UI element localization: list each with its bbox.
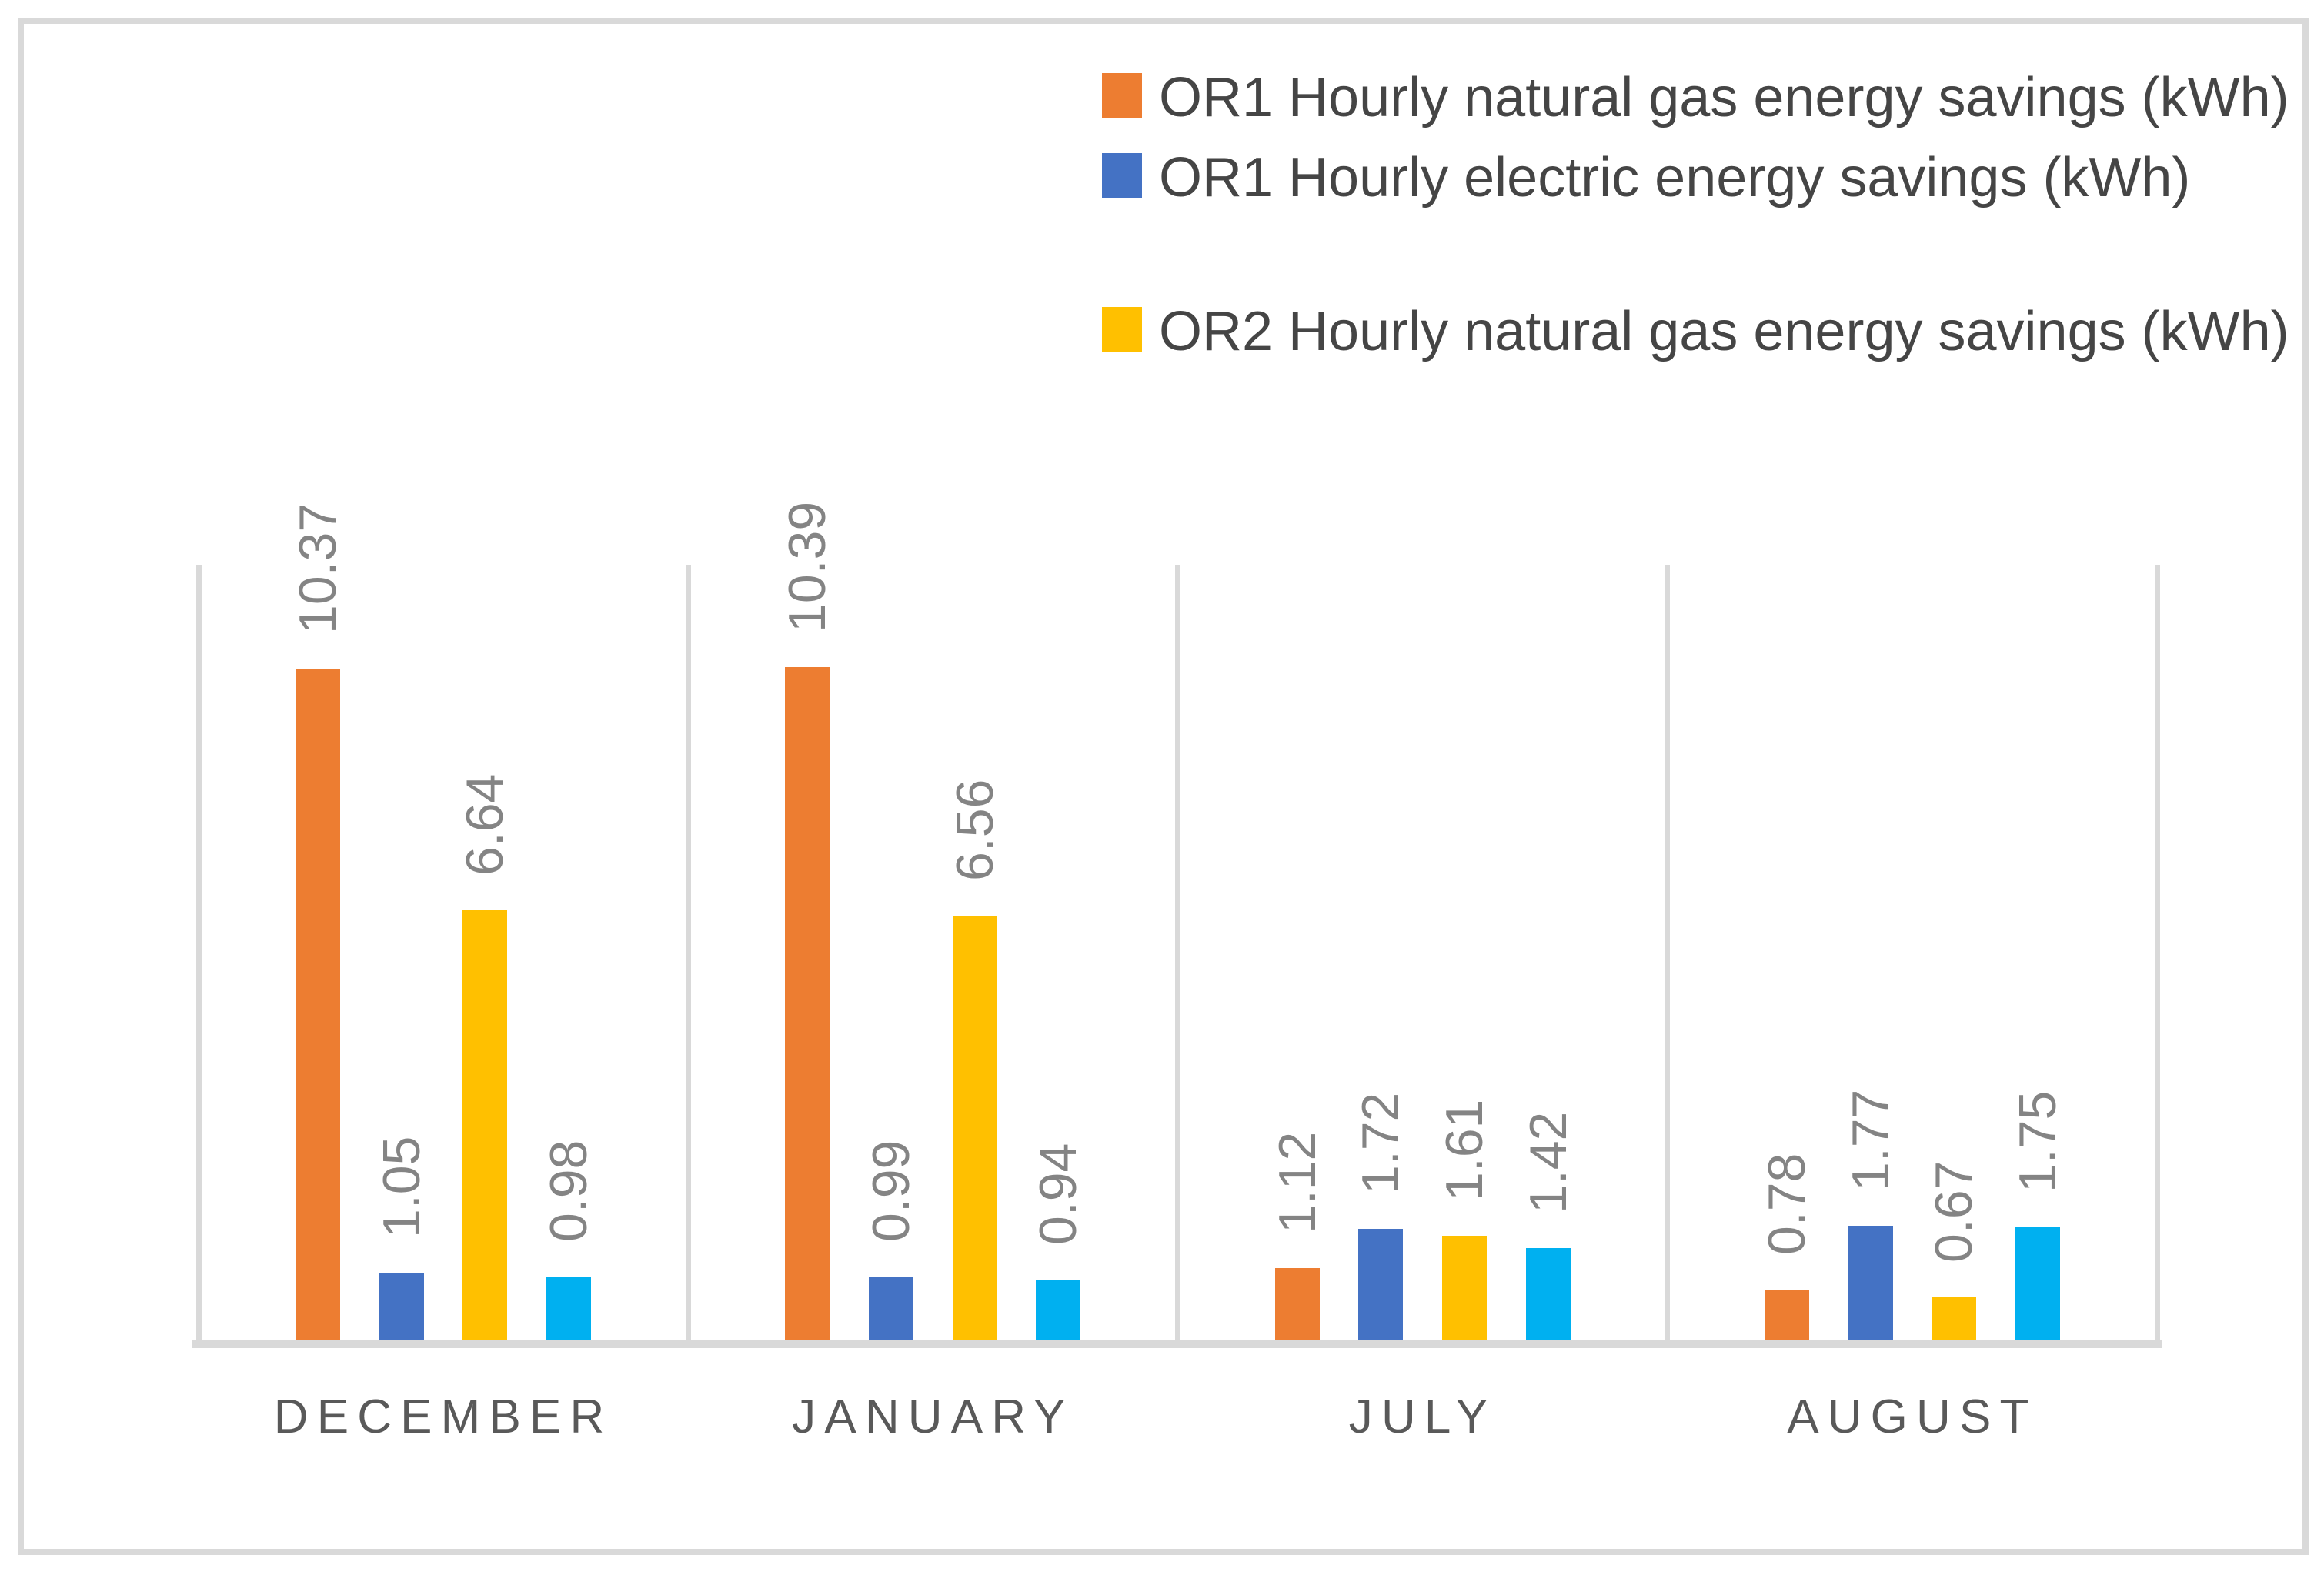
bar-august-series1 xyxy=(1764,1290,1809,1340)
bar-value-label: 1.42 xyxy=(1518,1111,1578,1213)
legend-item-2: OR1 Hourly electric energy savings (kWh) xyxy=(1102,138,2307,218)
bar-value-label: 1.72 xyxy=(1351,1092,1411,1194)
bar-value-label: 1.12 xyxy=(1267,1131,1327,1233)
bar-january-series4 xyxy=(1036,1280,1081,1340)
bar-value-label: 0.98 xyxy=(539,1140,599,1242)
x-axis-label-august: AUGUST xyxy=(1787,1390,2038,1444)
legend-item-1: OR1 Hourly natural gas energy savings (k… xyxy=(1102,58,2307,138)
legend-item-label: OR1 Hourly electric energy savings (kWh) xyxy=(1159,147,2191,209)
bar-value-label: 10.37 xyxy=(289,502,348,634)
chart-border xyxy=(18,18,2309,1555)
legend-item-3: OR2 Hourly natural gas energy savings (k… xyxy=(1102,292,2307,372)
bar-january-series2 xyxy=(869,1277,914,1340)
x-axis-label-july: JULY xyxy=(1348,1390,1497,1444)
bar-value-label: 10.39 xyxy=(778,501,837,632)
legend-swatch-icon xyxy=(1102,307,1142,352)
x-axis-label-december: DECEMBER xyxy=(273,1390,613,1444)
legend: OR1 Hourly natural gas energy savings (k… xyxy=(1102,58,2307,372)
bar-value-label: 6.56 xyxy=(945,779,1004,881)
bar-july-series1 xyxy=(1274,1268,1320,1340)
category-separator-gridline xyxy=(1175,565,1180,1340)
category-separator-gridline xyxy=(685,565,691,1340)
legend-item-label: OR2 Hourly natural gas energy savings (k… xyxy=(1159,301,2289,362)
bar-january-series3 xyxy=(952,916,997,1340)
legend-swatch-icon xyxy=(1102,73,1142,118)
x-axis-label-january: JANUARY xyxy=(792,1390,1074,1444)
category-separator-gridline xyxy=(2154,565,2160,1340)
bar-december-series2 xyxy=(379,1273,424,1340)
bar-july-series2 xyxy=(1358,1229,1404,1340)
bar-value-label: 6.64 xyxy=(456,773,515,876)
bar-value-label: 0.94 xyxy=(1029,1143,1088,1245)
bar-december-series1 xyxy=(296,669,341,1340)
bar-december-series4 xyxy=(546,1277,592,1340)
bar-august-series3 xyxy=(1932,1297,1977,1340)
bar-value-label: 1.75 xyxy=(2008,1090,2067,1193)
bar-july-series3 xyxy=(1441,1236,1487,1340)
bar-value-label: 0.78 xyxy=(1757,1153,1816,1255)
bar-december-series3 xyxy=(462,910,508,1340)
bar-july-series4 xyxy=(1525,1248,1571,1340)
category-separator-gridline xyxy=(195,565,202,1340)
bar-value-label: 1.05 xyxy=(372,1136,431,1238)
x-axis-line xyxy=(192,1340,2162,1348)
bar-value-label: 0.67 xyxy=(1925,1160,1984,1263)
bar-august-series2 xyxy=(1848,1226,1893,1340)
legend-swatch-icon xyxy=(1102,153,1142,198)
bar-value-label: 1.61 xyxy=(1434,1099,1494,1201)
legend-item-label: OR1 Hourly natural gas energy savings (k… xyxy=(1159,67,2289,128)
bar-value-label: 1.77 xyxy=(1841,1089,1900,1191)
category-separator-gridline xyxy=(1665,565,1671,1340)
bar-january-series1 xyxy=(785,667,830,1340)
bar-value-label: 0.99 xyxy=(862,1140,921,1242)
bar-august-series4 xyxy=(2015,1227,2060,1340)
